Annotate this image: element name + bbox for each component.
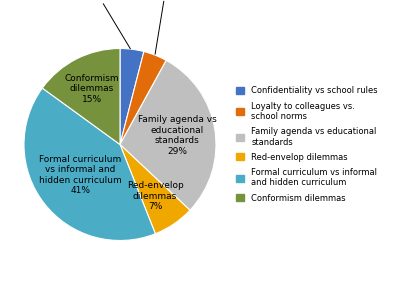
- Wedge shape: [120, 51, 166, 144]
- Text: Confidentiality
vs school rules
4%: Confidentiality vs school rules 4%: [58, 0, 130, 49]
- Text: Red-envelop
dilemmas
7%: Red-envelop dilemmas 7%: [127, 181, 184, 211]
- Wedge shape: [120, 144, 190, 234]
- Text: Family agenda vs
educational
standards
29%: Family agenda vs educational standards 2…: [138, 115, 216, 155]
- Text: Formal curriculum
vs informal and
hidden curriculum
41%: Formal curriculum vs informal and hidden…: [39, 155, 122, 195]
- Text: Loyalty to
colleagues vs.
school norms
4%: Loyalty to colleagues vs. school norms 4…: [136, 0, 200, 54]
- Wedge shape: [42, 49, 120, 144]
- Wedge shape: [120, 49, 144, 144]
- Text: Conformism
dilemmas
15%: Conformism dilemmas 15%: [64, 74, 119, 104]
- Wedge shape: [120, 60, 216, 210]
- Wedge shape: [24, 88, 155, 240]
- Legend: Confidentiality vs school rules, Loyalty to colleagues vs.
school norms, Family : Confidentiality vs school rules, Loyalty…: [236, 86, 378, 203]
